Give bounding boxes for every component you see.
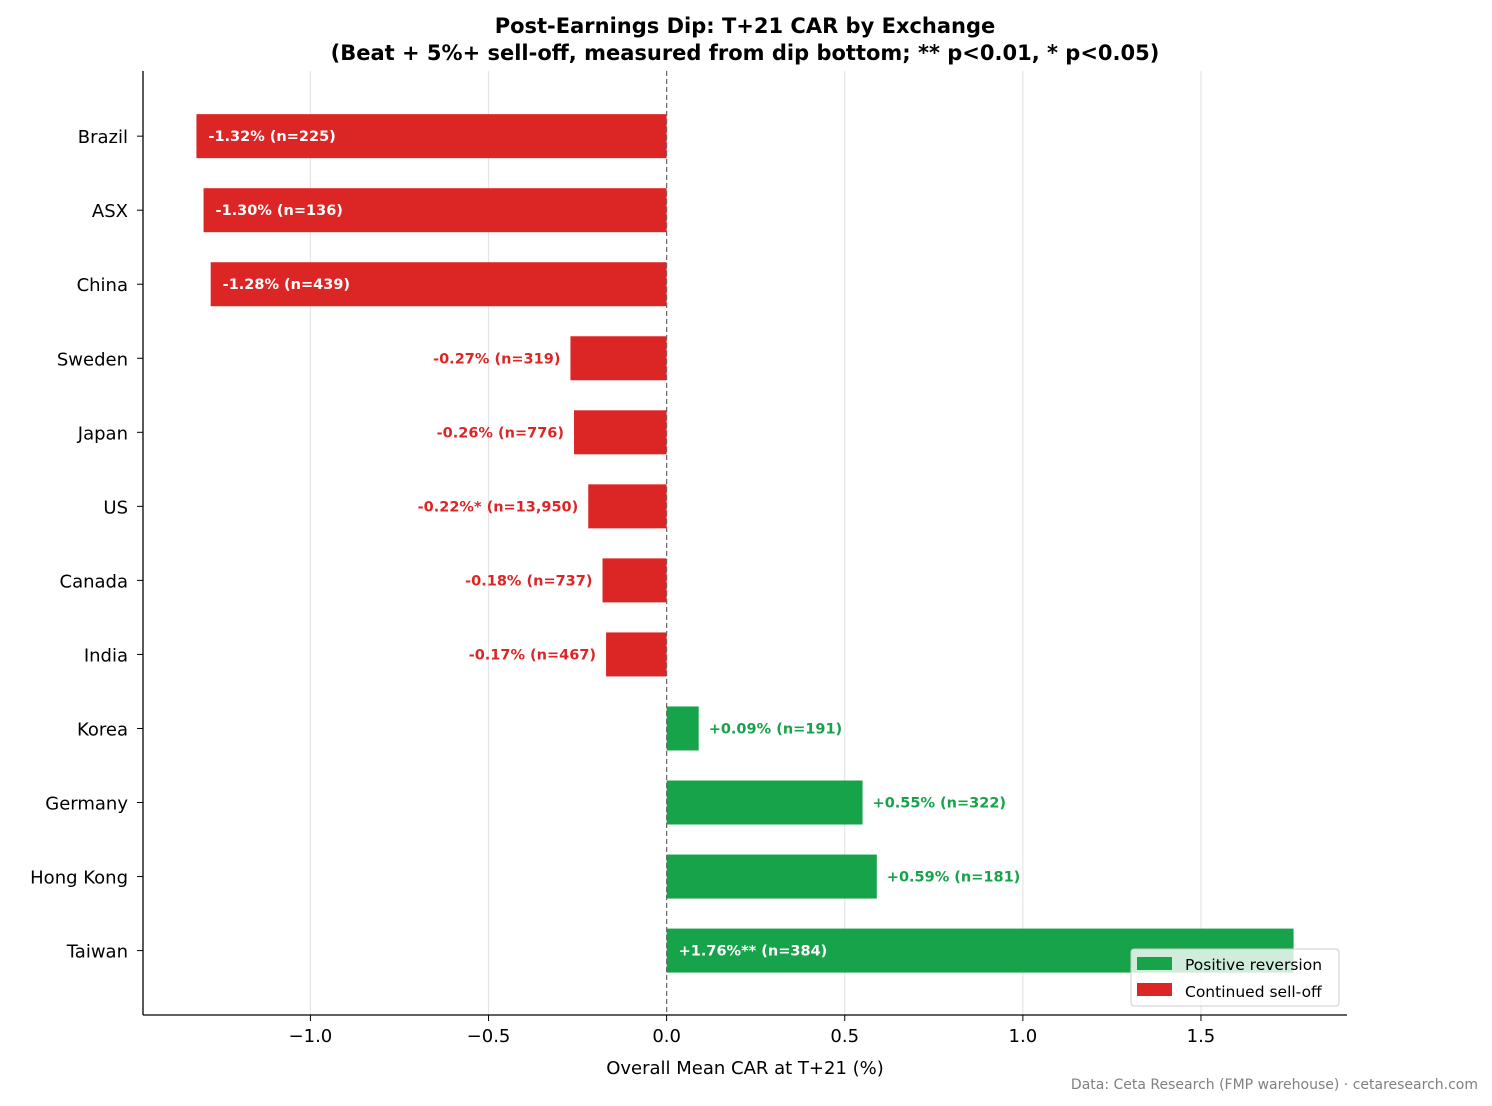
y-tick-label: Taiwan — [66, 942, 128, 963]
bar-us — [588, 484, 667, 529]
bar-germany — [666, 780, 863, 825]
y-tick-label: Hong Kong — [30, 868, 128, 889]
legend: Positive reversion Continued sell-off — [1130, 948, 1340, 1007]
bar-india — [606, 632, 667, 677]
bar-korea — [666, 706, 699, 751]
data-label: -0.18% (n=737) — [465, 573, 592, 589]
bar-china — [210, 262, 667, 307]
y-tick-label: Canada — [60, 571, 129, 592]
legend-swatch-negative — [1137, 983, 1172, 996]
y-tick-label: Brazil — [78, 127, 128, 148]
y-tick-label: Japan — [77, 423, 128, 444]
data-label: -1.30% (n=136) — [216, 203, 343, 219]
bar-japan — [574, 410, 667, 455]
legend-label-negative: Continued sell-off — [1185, 983, 1322, 1001]
chart-title: Post-Earnings Dip: T+21 CAR by Exchange — [495, 14, 996, 38]
y-tick-label: Korea — [77, 719, 128, 740]
chart-subtitle: (Beat + 5%+ sell-off, measured from dip … — [331, 41, 1160, 65]
data-label: +0.59% (n=181) — [887, 870, 1021, 886]
legend-swatch-positive — [1137, 957, 1172, 970]
data-label: -0.17% (n=467) — [469, 647, 596, 663]
bar-brazil — [196, 114, 667, 159]
bar-hong-kong — [666, 854, 877, 899]
x-axis-label: Overall Mean CAR at T+21 (%) — [606, 1058, 884, 1079]
source-note: Data: Ceta Research (FMP warehouse) · ce… — [1071, 1077, 1478, 1093]
x-tick-label: 1.5 — [1187, 1026, 1216, 1047]
data-label: -0.22%* (n=13,950) — [418, 499, 579, 515]
legend-label-positive: Positive reversion — [1185, 956, 1322, 974]
x-tick-label: −1.0 — [289, 1026, 333, 1047]
x-tick-label: 0.5 — [830, 1026, 859, 1047]
y-tick-label: US — [103, 497, 128, 518]
data-label: -0.26% (n=776) — [437, 425, 564, 441]
data-label: +0.55% (n=322) — [873, 796, 1007, 812]
y-tick-label: ASX — [92, 201, 128, 222]
x-tick-label: 1.0 — [1009, 1026, 1038, 1047]
data-label: +0.09% (n=191) — [709, 721, 843, 737]
data-label: -1.32% (n=225) — [208, 129, 335, 145]
data-label: -1.28% (n=439) — [223, 277, 350, 293]
bar-sweden — [570, 336, 667, 381]
data-label: -0.27% (n=319) — [433, 351, 560, 367]
y-tick-label: Sweden — [57, 349, 128, 370]
x-tick-label: 0.0 — [652, 1026, 681, 1047]
y-tick-label: Germany — [45, 794, 128, 815]
y-tick-label: China — [77, 275, 128, 296]
y-tick-label: India — [84, 645, 128, 666]
data-label: +1.76%** (n=384) — [679, 944, 828, 960]
bar-canada — [602, 558, 667, 603]
x-tick-label: −0.5 — [467, 1026, 511, 1047]
bar-asx — [203, 188, 667, 233]
